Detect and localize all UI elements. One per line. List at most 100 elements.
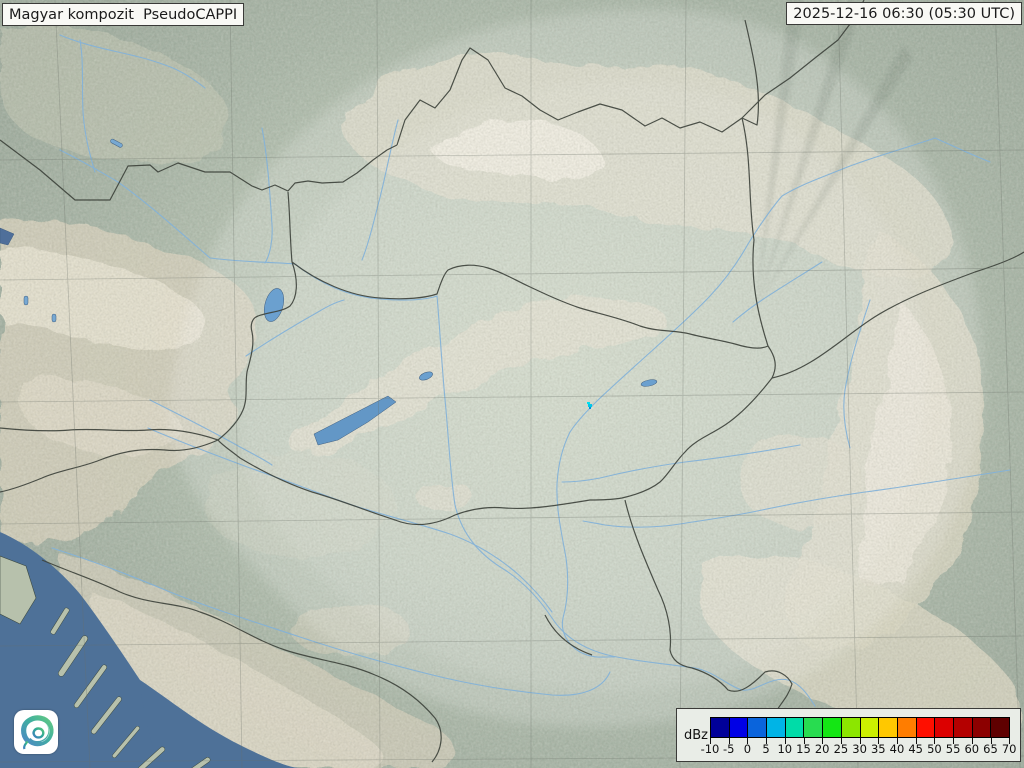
legend-tick-mark	[897, 738, 898, 744]
legend-unit-label: dBz	[684, 728, 708, 743]
legend-tick-value: 35	[870, 742, 886, 756]
legend-colorbar	[710, 717, 1010, 738]
legend-color-cell	[747, 717, 767, 738]
legend-tick-mark	[915, 738, 917, 744]
radar-echo-pixel	[588, 404, 592, 407]
adriatic-islands	[50, 607, 211, 768]
legend-tick-value: 5	[762, 742, 770, 756]
river-mura	[149, 399, 273, 466]
lake-tisza	[640, 379, 658, 387]
legend-tick-mark	[784, 738, 786, 744]
legend-tick-value: 50	[927, 742, 942, 756]
legend-color-cell	[728, 717, 748, 738]
river-vltava	[79, 39, 96, 173]
legend-tick-mark	[971, 738, 973, 744]
timestamp-label: 2025-12-16 06:30 (05:30 UTC)	[793, 5, 1015, 22]
river-danube-upper	[59, 149, 438, 301]
river-vah	[361, 119, 399, 261]
river-danube-lower	[436, 295, 816, 707]
legend-tick-value: 65	[983, 742, 998, 756]
border-hu-ro-rs-hr	[217, 345, 776, 526]
hungaromet-logo	[14, 710, 58, 754]
border-at-hu	[217, 261, 297, 441]
legend-tick-value: 70	[1001, 742, 1017, 756]
adriatic-sea	[0, 532, 300, 768]
border-si-hr	[0, 439, 219, 493]
legend-color-cell	[822, 717, 841, 738]
alpine-lake-2	[51, 313, 57, 323]
border-sk-ua	[741, 117, 769, 347]
legend-tick-value: 45	[908, 742, 923, 756]
radar-echo-pixel	[587, 402, 590, 404]
legend-tick-value: 60	[964, 742, 980, 756]
legend-tick-value: 15	[796, 742, 811, 756]
river-bodrog	[732, 261, 823, 323]
legend-tick-mark	[747, 738, 749, 744]
legend-color-cell	[784, 717, 804, 738]
lake-constance	[0, 227, 15, 246]
lake-velence	[419, 371, 433, 381]
legend-color-cell	[803, 717, 823, 738]
legend-tick-mark	[953, 738, 955, 744]
river-sava	[51, 547, 611, 696]
product-title: Magyar kompozit PseudoCAPPI	[9, 6, 238, 23]
legend-tick-value: 25	[833, 742, 849, 756]
border-sk-pl	[396, 47, 743, 146]
legend-tick-value: -10	[700, 742, 720, 756]
legend-tick-value: 0	[743, 742, 752, 756]
legend-tick-value: 40	[889, 742, 905, 756]
lakes	[0, 138, 658, 446]
legend-tick-mark	[878, 738, 880, 744]
river-tisza	[556, 137, 991, 658]
spiral-logo-icon	[21, 715, 54, 750]
dbz-legend: dBz -10 -5 0 5 10 15 20 25 30 35 40 45 50 55 60 65 70	[676, 708, 1021, 762]
border-ua-nw	[741, 19, 760, 126]
border-de-cz-at	[0, 139, 398, 201]
border-hr-ba	[41, 559, 442, 763]
river-raba	[245, 299, 345, 357]
legend-tick-mark	[934, 738, 936, 744]
legend-tick-value: 20	[814, 742, 830, 756]
border-at-si	[0, 427, 219, 441]
legend-tick-mark	[822, 738, 824, 744]
legend-tick-mark	[728, 738, 730, 744]
product-title-box: Magyar kompozit PseudoCAPPI	[2, 3, 245, 26]
border-ro-rs	[624, 499, 793, 715]
legend-color-cell	[952, 717, 972, 738]
lake-lipno	[110, 138, 123, 148]
legend-tick-value: 55	[945, 742, 961, 756]
river-maros	[582, 469, 1011, 528]
legend-tick-mark	[1009, 738, 1011, 744]
legend-tick-mark	[766, 738, 768, 744]
legend-color-cell	[878, 717, 897, 738]
border-ro-ua	[771, 251, 1024, 379]
legend-color-cell	[915, 717, 935, 738]
river-morava	[261, 127, 273, 264]
legend-tick-mark	[840, 738, 842, 744]
legend-tick-mark	[803, 738, 805, 744]
river-elbe	[59, 34, 206, 89]
legend-tick-value: 30	[852, 742, 867, 756]
legend-tick-value: 10	[777, 742, 793, 756]
timestamp-box: 2025-12-16 06:30 (05:30 UTC)	[786, 2, 1022, 25]
river-mures-upper	[843, 299, 871, 449]
legend-color-cell	[710, 717, 729, 738]
legend-tick-mark	[859, 738, 861, 744]
rivers	[51, 34, 1011, 707]
radar-echo-pixel	[589, 407, 591, 409]
alpine-lake-1	[23, 295, 29, 306]
legend-color-cell	[990, 717, 1010, 738]
istria-peninsula	[0, 555, 37, 625]
river-drava	[147, 427, 553, 613]
legend-tick-value: -5	[722, 742, 735, 756]
border-hu-sk	[291, 261, 769, 349]
legend-color-cell	[840, 717, 860, 738]
border-at-sk	[287, 191, 293, 263]
border-hr-rs	[544, 614, 593, 656]
legend-tick-mark	[710, 738, 711, 744]
legend-color-cell	[934, 717, 953, 738]
